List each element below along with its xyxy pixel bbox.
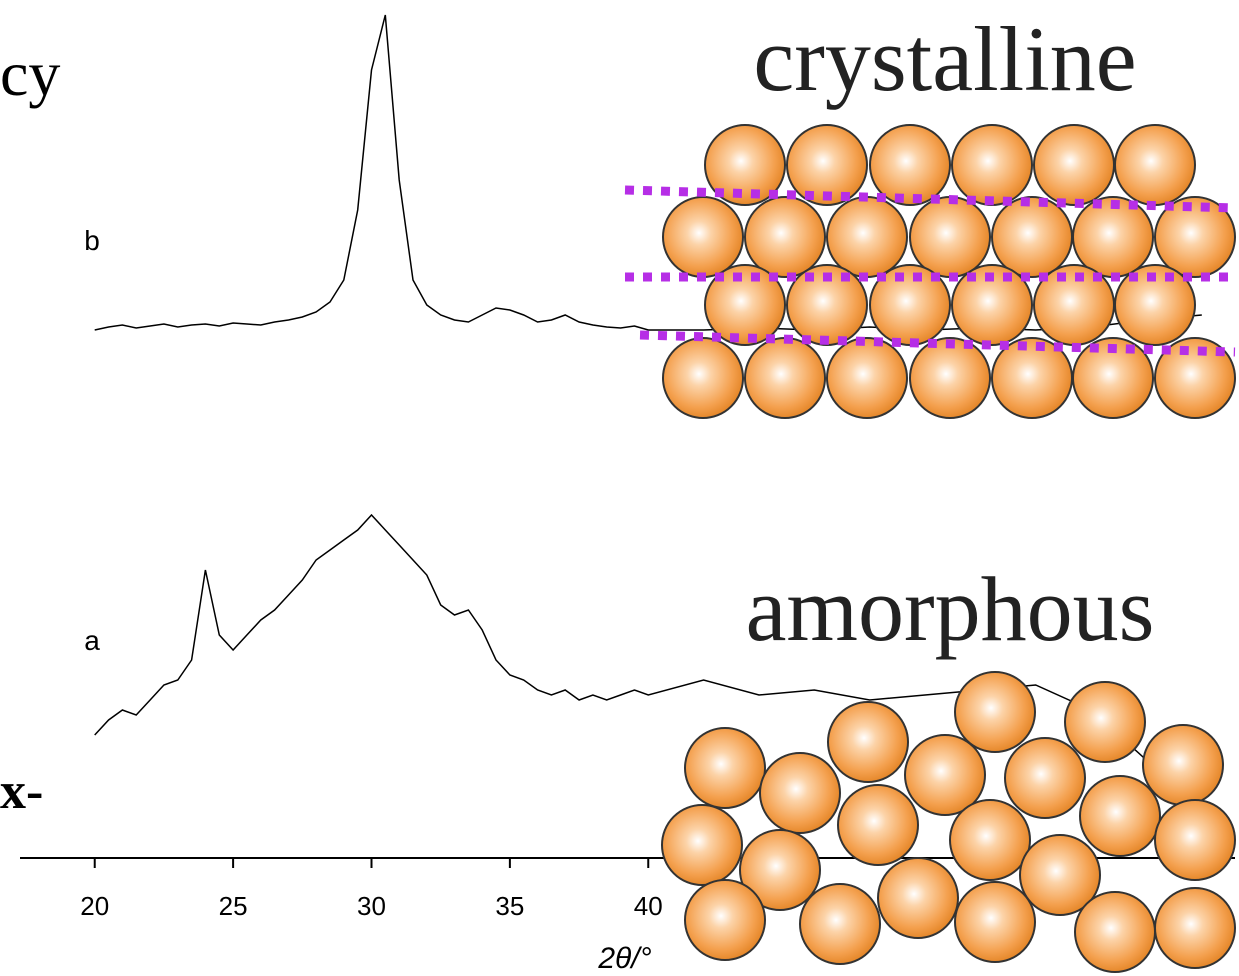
atom [1034,125,1114,205]
x-tick-label: 30 [357,891,386,921]
atom [992,197,1072,277]
atom [663,338,743,418]
atom [685,728,765,808]
atom [827,197,907,277]
atom [955,882,1035,962]
figure: 20 25 30 35 40 b a cy x- crystalline amorphous… [0,0,1239,976]
atom [878,858,958,938]
atom [1075,892,1155,972]
x-tick-label: 35 [495,891,524,921]
atom [1143,725,1223,805]
atom [828,702,908,782]
atom [745,338,825,418]
annotation: x- [0,763,43,820]
atom [910,197,990,277]
atom [800,884,880,964]
atom [838,785,918,865]
atom [950,800,1030,880]
x-axis-label: 2θ/° [597,942,651,975]
atom [745,197,825,277]
atom [1155,888,1235,968]
atom [760,753,840,833]
atom [1005,738,1085,818]
atom [663,197,743,277]
x-tick-label: 25 [219,891,248,921]
annotation: cy [0,38,60,109]
legend-label: b [84,225,100,256]
atom [1073,197,1153,277]
annotation: crystalline [753,8,1136,110]
atom [1065,682,1145,762]
atom [952,125,1032,205]
atom [870,125,950,205]
atom [827,338,907,418]
atom [955,672,1035,752]
atom [662,805,742,885]
atom [1080,776,1160,856]
atom [1115,125,1195,205]
legend-label: a [84,625,100,656]
illustration [625,125,1235,972]
atom [910,338,990,418]
x-tick-label: 40 [634,891,663,921]
x-tick-label: 20 [80,891,109,921]
atom [685,880,765,960]
atom [1155,800,1235,880]
annotation: amorphous [746,558,1155,660]
